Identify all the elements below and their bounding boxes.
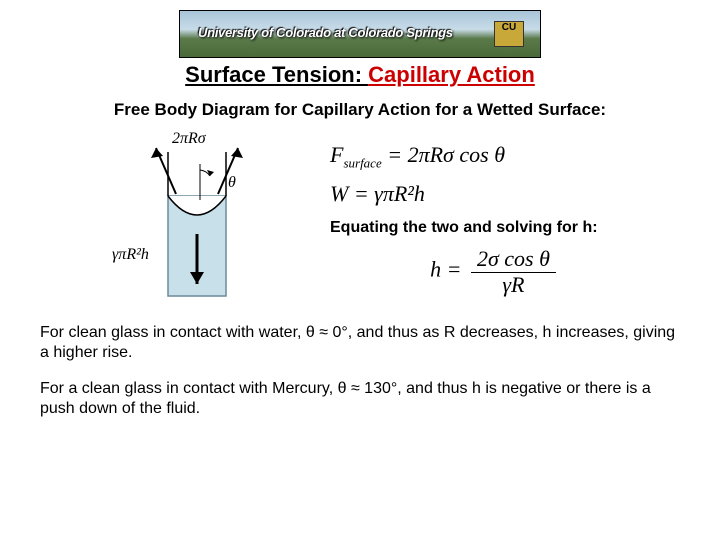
label-theta: θ [228,174,236,192]
title-highlight: Capillary Action [368,62,535,87]
university-banner: University of Colorado at Colorado Sprin… [179,10,541,58]
label-weight: γπR²h [112,246,149,264]
free-body-diagram: 2πRσ θ γπR²h [110,134,290,304]
eq-h-num: 2σ cos θ [471,247,556,272]
paragraph-water: For clean glass in contact with water, θ… [40,323,680,363]
eq-f-sub: surface [343,155,381,170]
equation-height: h = 2σ cos θγR [330,243,660,306]
subtitle: Free Body Diagram for Capillary Action f… [0,100,720,120]
eq-h-lhs: h = [430,257,467,282]
diagram-column: 2πRσ θ γπR²h [110,134,290,304]
banner-logo: CU [494,21,524,47]
banner-text: University of Colorado at Colorado Sprin… [198,25,453,40]
eq-h-den: γR [471,273,556,297]
eq-h-fraction: 2σ cos θγR [471,247,556,296]
page-title: Surface Tension: Capillary Action [0,62,720,88]
equating-text: Equating the two and solving for h: [330,219,660,237]
eq-surface-rhs: = 2πRσ cos θ [382,142,505,167]
label-surface-force: 2πRσ [172,130,206,148]
equation-surface-force: Fsurface = 2πRσ cos θ [330,142,660,171]
equation-weight: W = γπR²h [330,181,660,207]
paragraph-mercury: For a clean glass in contact with Mercur… [40,379,680,419]
equations-column: Fsurface = 2πRσ cos θ W = γπR²h Equating… [290,134,660,323]
title-prefix: Surface Tension: [185,62,368,87]
content-row: 2πRσ θ γπR²h Fsurface = 2πRσ cos θ W = γ… [0,134,720,323]
diagram-svg [110,134,290,304]
eq-f: F [330,142,343,167]
